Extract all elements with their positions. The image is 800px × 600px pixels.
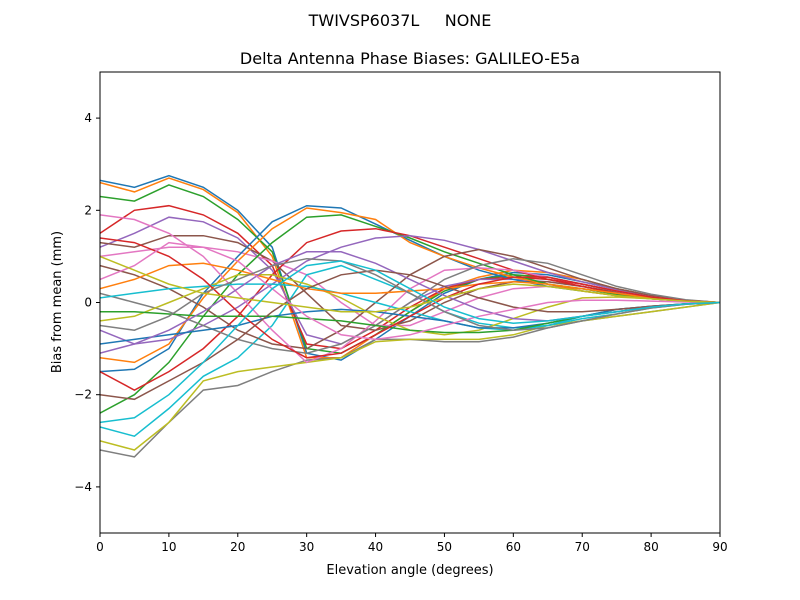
- x-tick-label: 70: [575, 540, 590, 554]
- y-axis: −4 −2 0 2 4: [74, 111, 100, 494]
- x-tick-label: 30: [299, 540, 314, 554]
- series-line-18: [100, 257, 720, 354]
- x-tick-label: 0: [96, 540, 104, 554]
- series-line-4: [100, 204, 720, 350]
- x-tick-label: 80: [643, 540, 658, 554]
- series-lines: [100, 174, 720, 458]
- x-tick-label: 60: [506, 540, 521, 554]
- x-tick-label: 90: [712, 540, 727, 554]
- x-axis: 0 10 20 30 40 50 60 70 80 90: [96, 533, 728, 554]
- chart-title: Delta Antenna Phase Biases: GALILEO-E5a: [240, 49, 580, 68]
- y-axis-label: Bias from mean (mm): [50, 231, 65, 373]
- x-tick-label: 20: [230, 540, 245, 554]
- x-tick-label: 50: [437, 540, 452, 554]
- series-line-30: [100, 260, 720, 424]
- series-line-27: [100, 241, 720, 341]
- series-line-1: [100, 174, 720, 361]
- series-line-24: [100, 237, 720, 359]
- y-tick-label: 2: [84, 203, 92, 217]
- y-tick-label: −2: [74, 388, 92, 402]
- series-line-3: [100, 184, 720, 354]
- x-tick-label: 10: [161, 540, 176, 554]
- series-line-22: [100, 262, 720, 304]
- series-line-13: [100, 214, 720, 414]
- figure-suptitle: TWIVSP6037L NONE: [308, 11, 492, 30]
- x-tick-label: 40: [368, 540, 383, 554]
- series-line-6: [100, 234, 720, 331]
- y-tick-label: −4: [74, 480, 92, 494]
- series-line-9: [100, 301, 720, 451]
- series-line-29: [100, 255, 720, 313]
- y-tick-label: 0: [84, 296, 92, 310]
- x-axis-label: Elevation angle (degrees): [326, 563, 493, 578]
- y-tick-label: 4: [84, 111, 92, 125]
